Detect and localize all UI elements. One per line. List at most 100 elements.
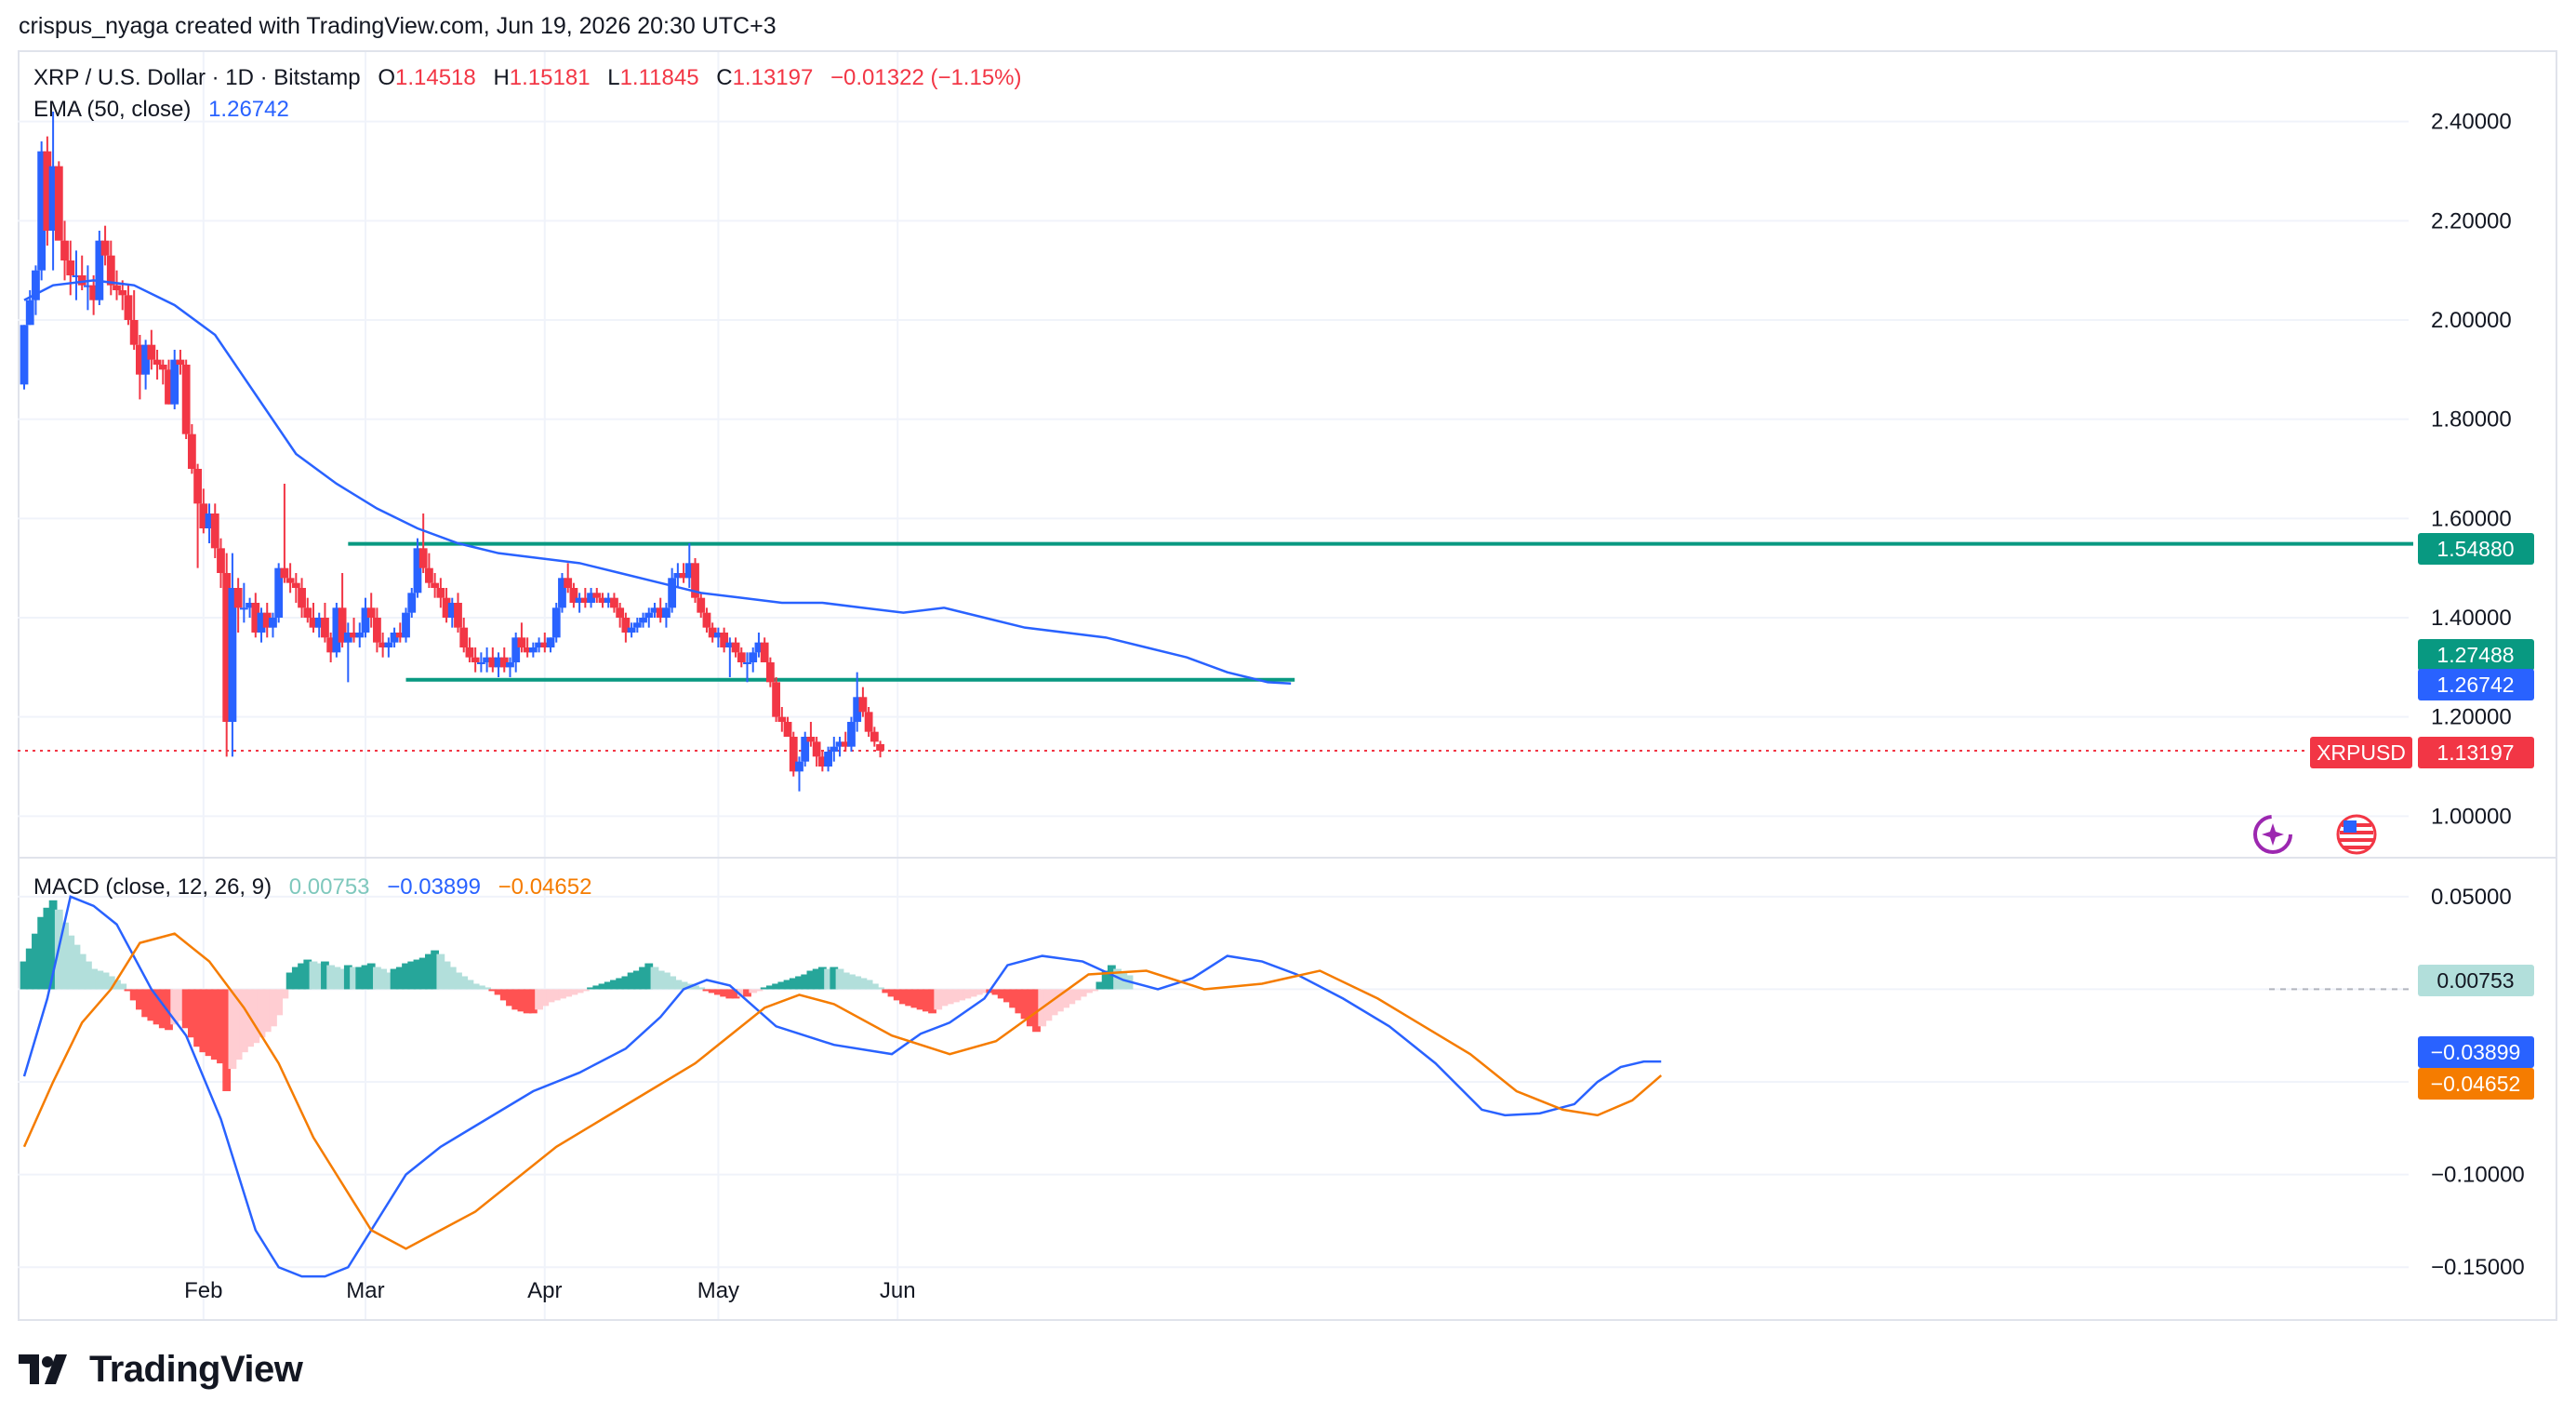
candle-body (165, 369, 173, 405)
macd-hist-bar (1107, 965, 1116, 990)
candle-body (384, 642, 393, 647)
candles (20, 112, 884, 792)
candle-body (731, 642, 740, 653)
candle-body (298, 588, 306, 608)
change-value: −0.01322 (−1.15%) (830, 65, 1022, 90)
macd-hist-bar (454, 972, 462, 990)
macd-tick-label: 0.05000 (2431, 885, 2512, 910)
macd-hist-bar (95, 970, 104, 990)
candle-body (390, 633, 399, 643)
macd-hist-bar (483, 987, 491, 990)
macd-hist-bar (48, 900, 58, 990)
macd-hist-bar (817, 967, 827, 990)
macd-hist-bar (181, 989, 191, 1029)
us-flag-icon[interactable] (2336, 814, 2377, 855)
macd-hist-bar (257, 989, 266, 1038)
candle-body (517, 637, 526, 647)
macd-hist-bar (32, 933, 40, 990)
candle-body (795, 761, 803, 772)
macd-hist-bar (1101, 970, 1110, 990)
macd-hist-bar (77, 954, 86, 990)
macd-hist-bar (407, 961, 417, 990)
candle-body (95, 240, 104, 300)
macd-histogram (20, 900, 1134, 1091)
macd-hist-bar (830, 967, 839, 990)
macd-hist-bar (228, 989, 237, 1070)
candle-body (720, 633, 729, 647)
macd-hist-bar (239, 989, 248, 1053)
ema-legend: EMA (50, close) 1.26742 (33, 97, 293, 123)
candle-body (754, 642, 764, 653)
svg-text:0.00753: 0.00753 (2437, 968, 2514, 993)
candle-body (777, 716, 787, 722)
chart-frame (18, 50, 2557, 1321)
macd-hist-bar (558, 989, 566, 999)
candle-body (246, 603, 254, 608)
macd-hist-bar (841, 972, 850, 990)
macd-hist-bar (991, 989, 1001, 995)
signal-line (22, 932, 1663, 1250)
macd-hist-bar (899, 989, 908, 1005)
macd-hist-bar (783, 980, 792, 990)
candle-body (251, 603, 260, 633)
candle-body (153, 359, 162, 365)
resistance-price-label: 1.54880 (2418, 533, 2534, 565)
low-value: 1.11845 (619, 65, 699, 90)
candle-body (141, 344, 151, 375)
candle-body (465, 647, 474, 658)
macd-hist-bar (285, 972, 295, 990)
close-label: C (716, 65, 733, 90)
macd-hist-bar (749, 989, 758, 994)
macd-hist-bar (551, 989, 561, 1001)
macd-hist-bar (639, 967, 647, 990)
macd-hist-bar (431, 950, 440, 990)
macd-hist-bar (575, 989, 584, 994)
svg-text:XRPUSD: XRPUSD (2317, 740, 2406, 765)
macd-hist-bar (1078, 989, 1087, 997)
candle-body (217, 548, 225, 573)
candle-body (558, 578, 566, 608)
macd-hist-bar (691, 985, 699, 990)
macd-hist-bar (118, 983, 127, 990)
macd-hist-bar (291, 967, 300, 990)
price-axis: 2.40000 2.20000 2.00000 1.80000 1.60000 1.400… (2431, 110, 2512, 830)
candle-body (569, 588, 578, 603)
candle-body (32, 270, 40, 300)
macd-hist-bar (153, 989, 162, 1025)
candle-body (801, 737, 810, 762)
macd-hist-bar (165, 989, 173, 1031)
candle-body (176, 359, 185, 365)
macd-hist-bar (517, 989, 526, 1012)
candle-body (436, 588, 445, 598)
last-price-label: 1.13197 (2418, 737, 2534, 768)
candle-body (523, 647, 532, 653)
candle-body (506, 662, 514, 668)
macd-hist-bar (1003, 989, 1012, 1003)
macd-hist-bar (350, 967, 358, 990)
macd-hist-bar (662, 972, 671, 990)
price-tick-label: 2.00000 (2431, 308, 2512, 333)
price-legend: XRP / U.S. Dollar · 1D · Bitstamp O1.145… (33, 65, 1026, 91)
macd-hist-bar (939, 989, 949, 1007)
candle-body (708, 627, 717, 638)
macd-hist-bar (60, 922, 69, 990)
candle-body (43, 151, 52, 231)
ema-value: 1.26742 (208, 97, 289, 122)
macd-hist-bar (540, 989, 550, 1007)
tradingview-logo[interactable]: TradingView (19, 1347, 303, 1392)
macd-hist-bar (124, 989, 133, 992)
ema-price-label: 1.26742 (2418, 669, 2534, 700)
macd-hist-bar (621, 976, 631, 990)
macd-hist-bar (332, 967, 341, 990)
macd-hist-bar (1084, 989, 1093, 994)
macd-hist-bar (737, 989, 746, 997)
macd-hist-bar (511, 989, 521, 1010)
macd-hist-bar (129, 989, 139, 1001)
candle-body (269, 618, 277, 628)
alert-sparkle-icon[interactable] (2253, 815, 2292, 854)
macd-hist-bar (876, 987, 884, 990)
macd-hist-bar (847, 974, 856, 990)
candle-body (847, 722, 856, 747)
price-tick-label: 1.20000 (2431, 705, 2512, 730)
